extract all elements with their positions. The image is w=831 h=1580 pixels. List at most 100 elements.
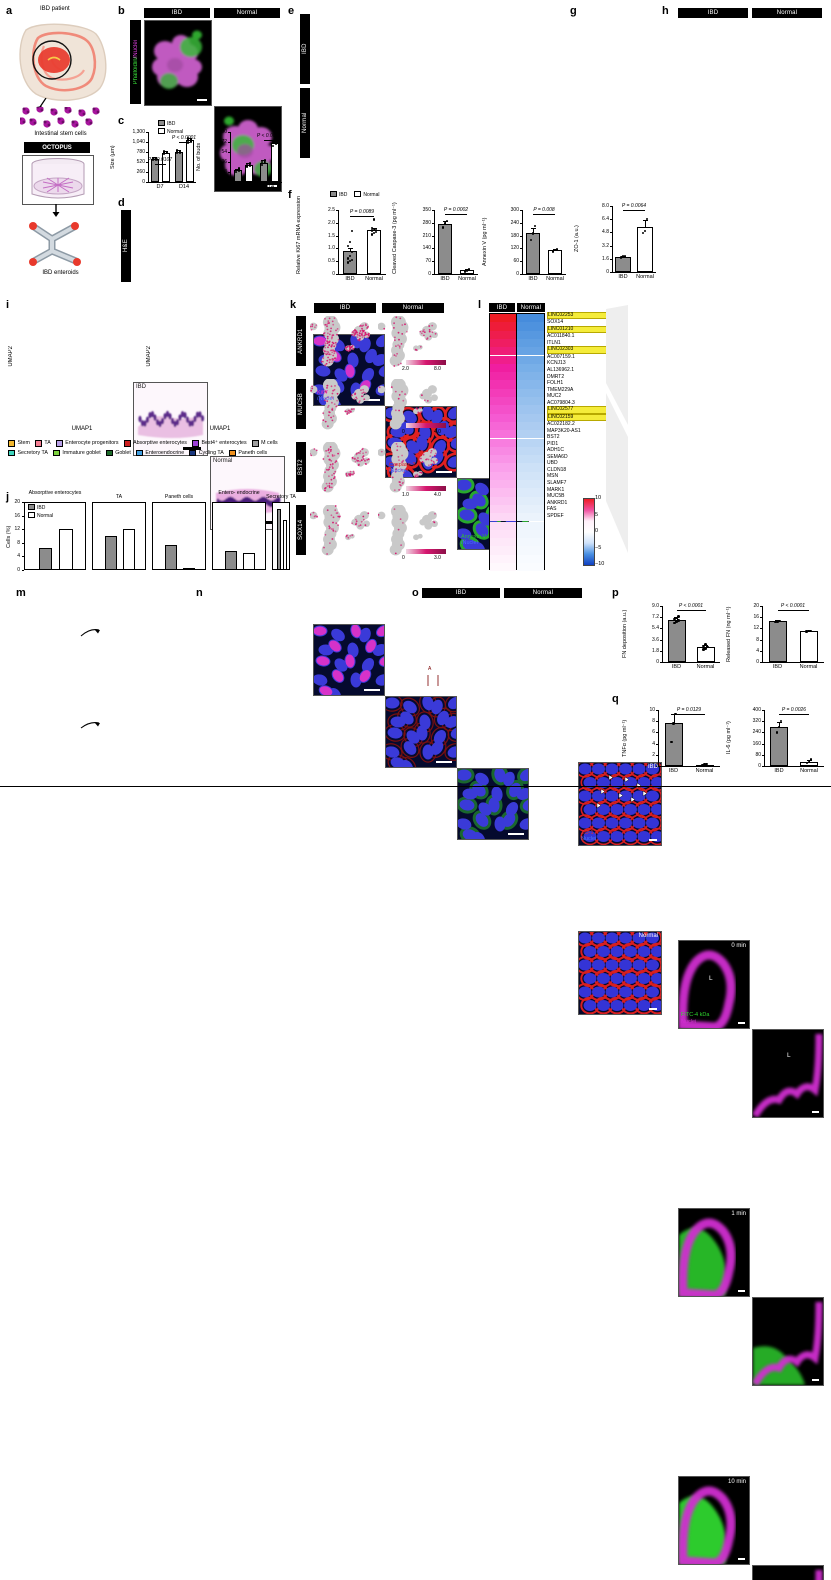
y-tick [432, 274, 435, 275]
bottom-rule [0, 786, 831, 787]
heat-cell-normal [517, 397, 544, 405]
y-tick-label: 16 [736, 614, 759, 620]
heat-cell-normal [517, 439, 544, 447]
bar-normal-1 [186, 140, 194, 182]
umap-ibd-ylabel: UMAP2 [8, 346, 14, 367]
legend-swatch [106, 450, 113, 457]
legend-label: Best4⁺ enterocytes [201, 440, 246, 446]
x-tick-label: D14 [162, 184, 206, 190]
y-tick-label: 72 [204, 139, 227, 145]
gene-label-highlighted: LINC02577 [547, 406, 607, 413]
legend-item-enteroendocrine: Enteroendocrine [136, 450, 184, 457]
m-arrow-1 [80, 626, 102, 640]
p-value: P = 0.0064 [607, 203, 661, 209]
y-axis [764, 710, 765, 766]
sig-line [264, 140, 275, 141]
panel-f-legend: IBDNormal [330, 191, 379, 198]
scale-bar [812, 1111, 819, 1113]
gene-label-highlighted: LINC01210 [547, 326, 607, 333]
x-tick-label: Normal [445, 276, 489, 282]
legend-label: TA [44, 440, 50, 446]
data-point [264, 159, 267, 162]
data-point [670, 741, 673, 744]
y-tick [760, 662, 763, 663]
chart-q1: 0246810TNFα (pg ml⁻¹)IBDNormalP = 0.0129 [626, 700, 722, 782]
panel-j-ylabel: Cells (%) [6, 515, 16, 559]
panel-k-colorbar-3 [406, 549, 446, 554]
y-tick [760, 651, 763, 652]
panel-letter-e: e [288, 6, 294, 17]
panel-k-cb-max-1: 4.0 [434, 429, 441, 435]
enteroid-schematic [18, 217, 96, 269]
panel-k-colorbar-2 [406, 486, 446, 491]
legend-label: M cells [261, 440, 277, 446]
error-cap [531, 228, 536, 229]
legend-item-m-cells: M cells [252, 440, 278, 447]
y-tick [656, 744, 659, 745]
panel-k-cb-min-1: 0 [402, 429, 405, 435]
chart-g1: 01.63.24.86.48.0ZO-1 (a.u.)IBDNormalP = … [578, 192, 658, 288]
data-point [778, 620, 781, 623]
data-point [442, 226, 445, 229]
bar-normal [243, 553, 255, 569]
heat-cell-ibd [490, 339, 516, 347]
chart-p2: 048121620Released FN (ng ml⁻¹)IBDNormalP… [730, 596, 826, 678]
heat-cell-normal [517, 347, 544, 355]
legend-swatch [252, 440, 259, 447]
b-image-ibd [144, 20, 212, 106]
legend-item-best4-enterocytes: Best4⁺ enterocytes [192, 440, 247, 447]
data-point [532, 232, 535, 235]
legend-swatch [354, 191, 361, 197]
panel-k-cb-min-3: 0 [402, 555, 405, 561]
heat-cell-normal [517, 538, 544, 546]
legend-swatch [56, 440, 63, 447]
linc-connector [606, 305, 628, 555]
p-value: P < 0.0001 [762, 603, 825, 609]
legend-swatch [28, 512, 35, 518]
y-tick-label: 54 [204, 149, 227, 155]
chart-c1: 02605207801,0401,300Size (μm)D7D14P = 0.… [120, 118, 198, 196]
data-point [810, 758, 813, 761]
y-tick [336, 248, 339, 249]
heat-cell-ibd [490, 430, 516, 438]
y-tick-label: 6.4 [586, 216, 609, 222]
bar-ibd [615, 257, 631, 272]
stem-cells-label: Intestinal stem cells [8, 131, 113, 137]
bar-ibd [165, 545, 177, 569]
legend-swatch [136, 450, 143, 457]
error-cap [643, 220, 648, 221]
heat-cell-ibd [490, 480, 516, 488]
y-axis [762, 606, 763, 662]
h-image-r0c1: L [752, 1029, 824, 1118]
h-image-r1c0: 1 min [678, 1208, 750, 1297]
y-axis-label: Relative Ki67 mRNA expression [296, 210, 306, 274]
x-tick-label: Normal [352, 276, 396, 282]
heat-cell-normal [517, 380, 544, 388]
legend-label: Secretory TA [18, 450, 48, 456]
panel-k-cb-max-0: 8.0 [434, 366, 441, 372]
legend-label: Enterocyte progenitors [65, 440, 118, 446]
panel-k-umap-ibd-1 [310, 379, 378, 431]
sig-line [445, 214, 467, 215]
chart-f3: 060120180240300Annexin V (pg ml⁻¹)IBDNor… [488, 198, 568, 290]
panel-d-label: Normal [213, 458, 232, 464]
y-tick-label: 2.5 [312, 207, 335, 213]
y-tick [660, 628, 663, 629]
p-value: P < 0.0001 [661, 603, 722, 609]
heat-cell-normal [517, 314, 544, 322]
y-tick [228, 132, 231, 133]
y-tick [660, 640, 663, 641]
y-axis-label: Annexin V (pg ml⁻¹) [482, 210, 492, 274]
y-axis [612, 206, 613, 272]
heat-cell-normal [517, 414, 544, 422]
panel-k-row-muc5b: MUC5B [296, 379, 306, 429]
y-tick-label: 70 [408, 258, 431, 264]
y-tick-label: 60 [496, 258, 519, 264]
panel-j-group-label-4: Secretory TA [266, 495, 296, 501]
y-tick-label: 8.0 [586, 203, 609, 209]
y-tick-label: 260 [122, 169, 145, 175]
bar-normal-1 [271, 143, 279, 182]
gene-label-highlighted: LINC02159 [547, 414, 607, 421]
gene-label-highlighted: LINC02303 [547, 346, 607, 353]
y-tick-label: 300 [496, 207, 519, 213]
